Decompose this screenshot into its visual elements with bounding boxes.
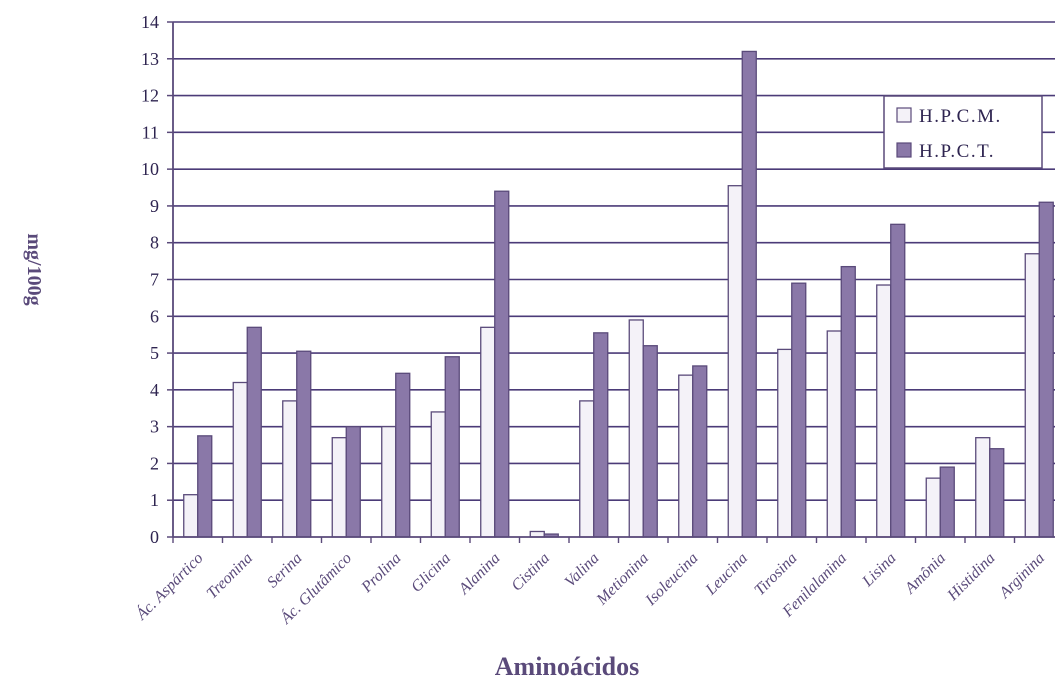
bar-hpcm bbox=[678, 374, 694, 538]
x-tick-label: Valina bbox=[562, 550, 603, 591]
bar-hpcm bbox=[1024, 253, 1040, 538]
x-tick-label: Amônia bbox=[901, 550, 949, 598]
bar-hpcm bbox=[777, 348, 793, 538]
bar-hpct bbox=[246, 326, 262, 538]
bar-hpct bbox=[741, 50, 757, 538]
x-tick-label: Leucina bbox=[702, 550, 751, 599]
bar-hpct bbox=[197, 435, 213, 538]
y-tick-label: 2 bbox=[150, 453, 159, 473]
x-tick-label: Lisina bbox=[859, 550, 900, 591]
legend-swatch-hpcm bbox=[896, 107, 912, 123]
y-tick-label: 12 bbox=[141, 86, 159, 106]
bar-hpct bbox=[939, 466, 955, 538]
y-tick-label: 4 bbox=[150, 380, 159, 400]
bar-hpcm bbox=[331, 437, 347, 538]
y-tick-label: 11 bbox=[142, 122, 159, 142]
y-tick-label: 9 bbox=[150, 196, 159, 216]
bar-hpct bbox=[395, 372, 411, 538]
y-axis-label: mg/100g bbox=[23, 233, 45, 305]
bar-hpcm bbox=[430, 411, 446, 538]
x-tick-label: Prolina bbox=[358, 550, 405, 597]
bar-hpcm bbox=[282, 400, 298, 538]
bar-hpct bbox=[296, 350, 312, 538]
y-tick-label: 3 bbox=[150, 417, 159, 437]
y-tick-label: 5 bbox=[150, 343, 159, 363]
bar-hpcm bbox=[876, 284, 892, 538]
bar-hpcm bbox=[925, 477, 941, 538]
y-tick-label: 7 bbox=[150, 270, 159, 290]
bar-hpct bbox=[593, 332, 609, 538]
bar-hpcm bbox=[628, 319, 644, 538]
bar-hpct bbox=[345, 425, 361, 538]
legend-label-hpcm: H.P.C.M. bbox=[919, 106, 1002, 127]
y-tick-label: 0 bbox=[150, 527, 159, 547]
x-tick-label: Glicina bbox=[408, 550, 454, 596]
x-tick-label: Arginina bbox=[996, 550, 1049, 603]
bar-hpct bbox=[642, 345, 658, 538]
y-tick-label: 13 bbox=[141, 49, 159, 69]
x-tick-label: Alanina bbox=[455, 550, 504, 599]
axes bbox=[167, 21, 1055, 543]
bar-hpct bbox=[840, 265, 856, 538]
y-tick-label: 1 bbox=[150, 490, 159, 510]
legend: H.P.C.M. H.P.C.T. bbox=[883, 95, 1043, 169]
bar-hpct bbox=[890, 223, 906, 538]
x-tick-label: Metionina bbox=[593, 550, 652, 609]
legend-swatch-hpct bbox=[896, 142, 912, 158]
y-tick-label: 10 bbox=[141, 159, 159, 179]
bar-hpcm bbox=[232, 381, 248, 538]
x-tick-label: Isoleucina bbox=[642, 550, 702, 610]
x-tick-label: Tirosina bbox=[751, 550, 800, 599]
legend-label-hpct: H.P.C.T. bbox=[919, 141, 995, 162]
x-tick-label: Serina bbox=[264, 550, 306, 592]
bar-hpcm bbox=[381, 425, 397, 538]
gridlines bbox=[173, 21, 1055, 502]
bar-hpcm bbox=[579, 400, 595, 538]
y-tick-label: 14 bbox=[141, 12, 159, 32]
y-tick-label: 8 bbox=[150, 233, 159, 253]
bar-hpcm bbox=[975, 437, 991, 538]
bar-hpcm bbox=[826, 330, 842, 538]
x-tick-label: Histidina bbox=[944, 550, 999, 605]
x-tick-label: Treonina bbox=[204, 550, 256, 602]
bar-hpct bbox=[1038, 201, 1054, 538]
x-tick-label: Cistina bbox=[508, 550, 553, 595]
bar-hpcm bbox=[727, 185, 743, 538]
bar-hpct bbox=[494, 190, 510, 538]
bar-hpct bbox=[444, 356, 460, 538]
bar-hpct bbox=[989, 448, 1005, 538]
bar-hpcm bbox=[183, 494, 199, 538]
y-tick-label: 6 bbox=[150, 306, 159, 326]
x-tick-label: Ác. Aspártico bbox=[131, 548, 207, 624]
bar-hpct bbox=[791, 282, 807, 538]
bar-hpcm bbox=[480, 326, 496, 538]
x-axis-label: Aminoácidos bbox=[495, 652, 639, 677]
bar-hpct bbox=[692, 365, 708, 538]
